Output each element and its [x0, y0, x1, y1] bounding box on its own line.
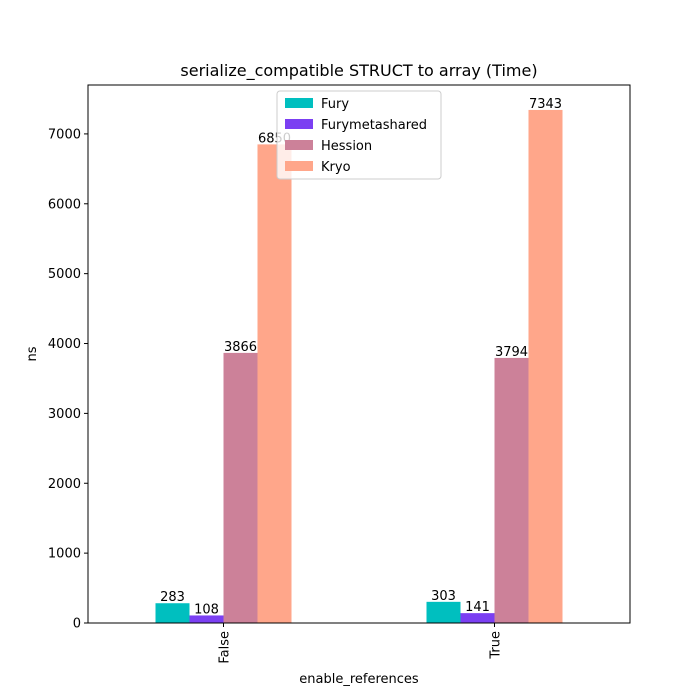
bar [189, 615, 224, 623]
bar [223, 352, 258, 623]
y-tick-label: 5000 [48, 267, 81, 282]
y-tick-label: 2000 [48, 477, 81, 492]
y-tick-label: 6000 [48, 197, 81, 212]
bar [528, 109, 563, 624]
bar-value-label: 303 [431, 589, 456, 604]
legend-swatch [285, 119, 313, 129]
chart-title: serialize_compatible STRUCT to array (Ti… [180, 61, 537, 81]
bar-value-label: 7343 [529, 97, 562, 112]
bar-value-label: 3866 [224, 340, 257, 355]
legend-swatch [285, 98, 313, 108]
bars-group [155, 109, 563, 624]
bar [155, 603, 190, 623]
y-tick-label: 0 [73, 617, 81, 632]
bar [257, 144, 292, 623]
legend-swatch [285, 140, 313, 150]
legend-label: Kryo [321, 160, 351, 175]
legend-label: Furymetashared [321, 118, 427, 133]
x-tick-label: True [489, 631, 504, 660]
legend-swatch [285, 161, 313, 171]
bar-value-label: 3794 [495, 345, 528, 360]
x-tick-label: False [218, 631, 233, 664]
legend-label: Hession [321, 139, 372, 154]
legend-label: Fury [321, 97, 349, 112]
bar [426, 601, 461, 623]
y-tick-label: 1000 [48, 547, 81, 562]
y-axis-label: ns [25, 346, 40, 361]
legend: Fury Furymetashared Hession Kryo [276, 90, 442, 180]
x-axis-label: enable_references [299, 672, 419, 687]
y-axis: 0 1000 2000 3000 4000 5000 6000 7000 [48, 127, 88, 632]
plot-frame [87, 84, 631, 624]
bar [460, 613, 495, 623]
y-tick-label: 3000 [48, 407, 81, 422]
x-axis: False True [218, 623, 504, 664]
legend-box [276, 90, 442, 180]
bar-value-label: 141 [465, 600, 490, 615]
y-tick-label: 7000 [48, 127, 81, 142]
bar-value-label: 108 [194, 602, 219, 617]
bar-value-label: 283 [160, 590, 185, 605]
bar [494, 357, 529, 623]
y-tick-label: 4000 [48, 337, 81, 352]
